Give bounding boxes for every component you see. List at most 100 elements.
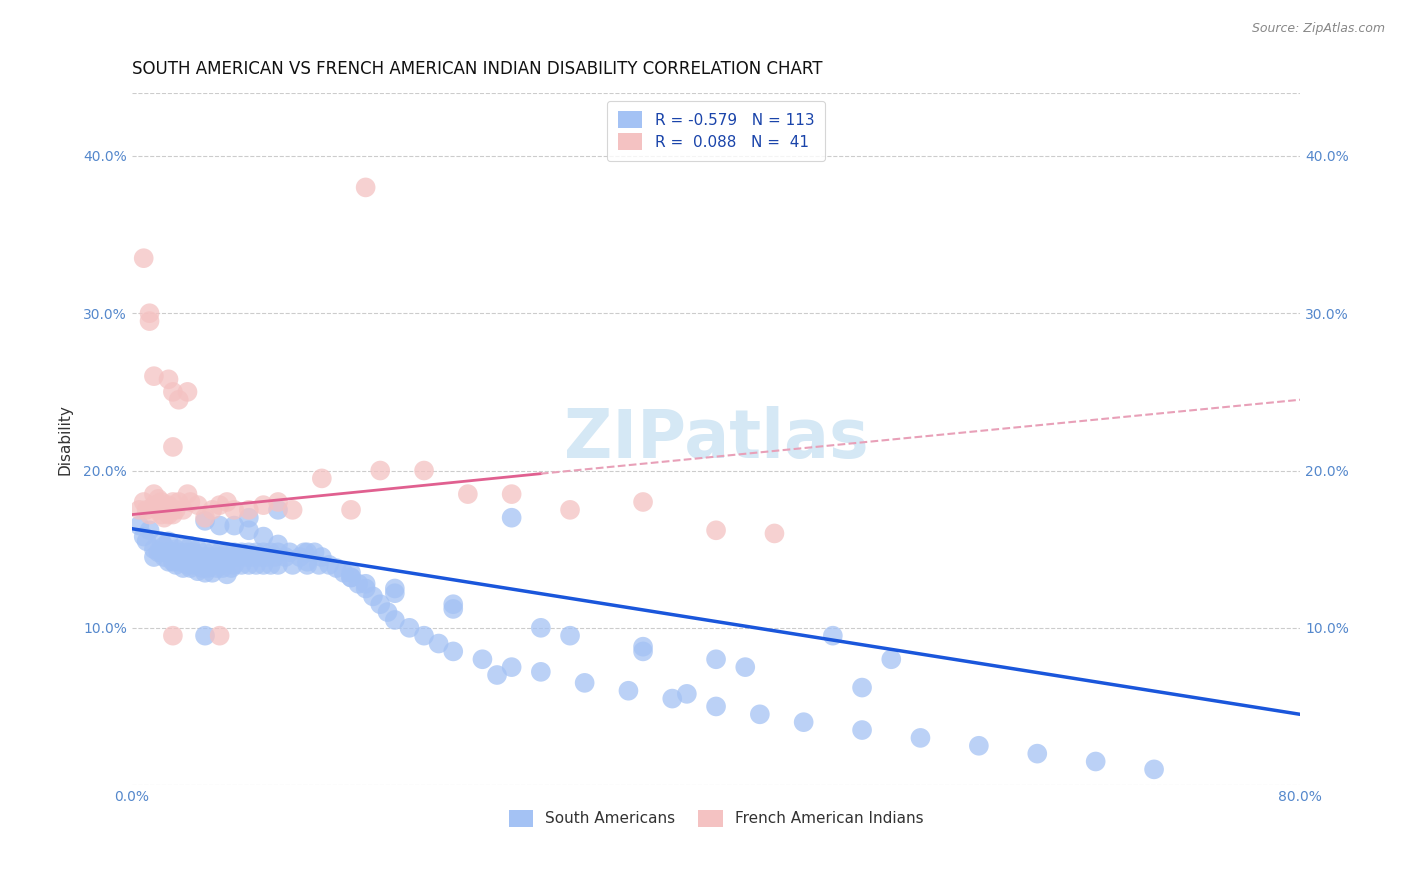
Point [311, 471, 333, 485]
Point [167, 392, 190, 407]
Point [201, 555, 224, 569]
Point [194, 566, 217, 580]
Point [457, 487, 479, 501]
Point [215, 545, 238, 559]
Point [260, 558, 283, 572]
Point [267, 558, 290, 572]
Point [1143, 763, 1166, 777]
Point [197, 561, 219, 575]
Point [530, 665, 553, 679]
Point [851, 723, 873, 737]
Point [179, 549, 201, 564]
Point [252, 545, 274, 559]
Point [734, 660, 756, 674]
Legend: South Americans, French American Indians: South Americans, French American Indians [502, 804, 929, 833]
Point [162, 629, 184, 643]
Point [197, 549, 219, 564]
Point [142, 542, 165, 557]
Point [211, 549, 233, 564]
Point [501, 660, 523, 674]
Point [162, 384, 184, 399]
Point [384, 582, 406, 596]
Point [132, 495, 155, 509]
Point [441, 644, 464, 658]
Point [501, 487, 523, 501]
Point [150, 508, 173, 522]
Point [162, 508, 184, 522]
Point [354, 180, 377, 194]
Point [441, 597, 464, 611]
Point [172, 503, 194, 517]
Point [128, 518, 150, 533]
Point [318, 558, 340, 572]
Point [631, 644, 654, 658]
Point [157, 545, 180, 559]
Point [150, 534, 173, 549]
Point [183, 545, 205, 559]
Point [238, 545, 260, 559]
Point [238, 558, 260, 572]
Point [413, 629, 436, 643]
Point [278, 545, 301, 559]
Point [176, 487, 198, 501]
Point [153, 539, 176, 553]
Point [235, 549, 257, 564]
Point [252, 498, 274, 512]
Point [150, 545, 173, 559]
Point [194, 555, 217, 569]
Point [763, 526, 786, 541]
Point [252, 530, 274, 544]
Point [851, 681, 873, 695]
Point [172, 561, 194, 575]
Point [179, 495, 201, 509]
Point [157, 498, 180, 512]
Point [281, 558, 304, 572]
Point [183, 558, 205, 572]
Point [165, 503, 187, 517]
Point [558, 629, 581, 643]
Point [297, 545, 319, 559]
Point [165, 558, 187, 572]
Point [704, 699, 727, 714]
Point [162, 495, 184, 509]
Point [167, 555, 190, 569]
Point [208, 545, 231, 559]
Point [245, 545, 267, 559]
Point [142, 498, 165, 512]
Point [1084, 755, 1107, 769]
Point [274, 549, 297, 564]
Point [354, 576, 377, 591]
Point [267, 545, 290, 559]
Point [288, 549, 311, 564]
Point [793, 715, 815, 730]
Point [162, 545, 184, 559]
Point [201, 566, 224, 580]
Point [187, 498, 209, 512]
Point [194, 545, 217, 559]
Point [340, 570, 363, 584]
Point [208, 629, 231, 643]
Point [249, 549, 271, 564]
Point [267, 503, 290, 517]
Point [138, 306, 160, 320]
Point [631, 640, 654, 654]
Point [221, 549, 243, 564]
Point [501, 510, 523, 524]
Point [748, 707, 770, 722]
Point [157, 508, 180, 522]
Point [264, 549, 287, 564]
Point [167, 545, 190, 559]
Point [128, 503, 150, 517]
Point [187, 553, 209, 567]
Point [471, 652, 494, 666]
Point [208, 498, 231, 512]
Point [172, 539, 194, 553]
Point [427, 636, 450, 650]
Point [704, 652, 727, 666]
Point [413, 463, 436, 477]
Point [617, 683, 640, 698]
Point [530, 621, 553, 635]
Point [201, 545, 224, 559]
Point [162, 555, 184, 569]
Point [172, 549, 194, 564]
